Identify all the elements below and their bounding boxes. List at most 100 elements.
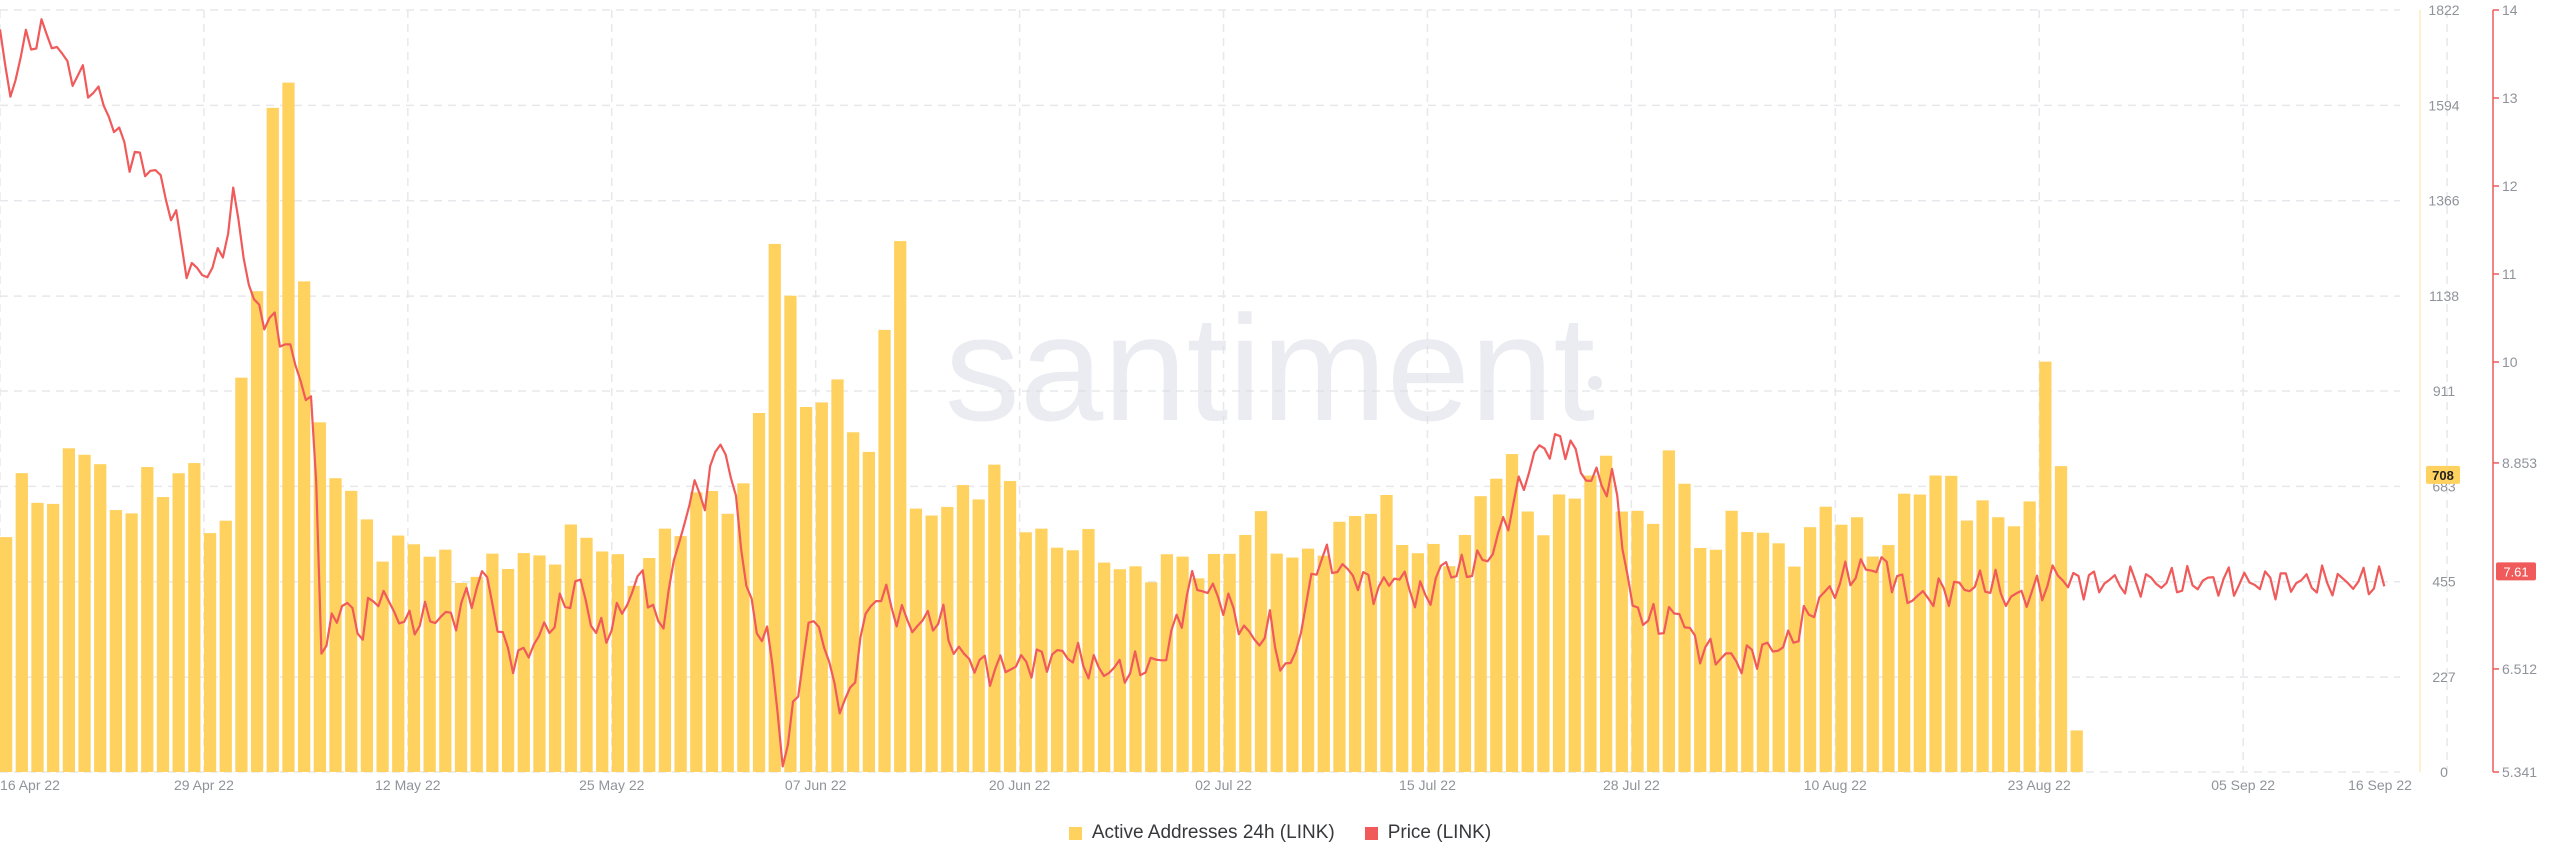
left-axis-tick: 1138 xyxy=(2429,288,2459,304)
legend-swatch-active-addresses xyxy=(1068,826,1082,840)
bar xyxy=(235,377,248,772)
bar xyxy=(894,241,907,772)
bar xyxy=(454,582,468,772)
bar xyxy=(1960,520,1974,772)
bar xyxy=(596,551,609,772)
legend-item-active-addresses[interactable]: Active Addresses 24h (LINK) xyxy=(1068,822,1335,844)
bar xyxy=(580,537,593,772)
bar xyxy=(1521,511,1534,772)
bar xyxy=(47,503,60,772)
bar xyxy=(1756,532,1770,772)
bar xyxy=(1631,510,1644,772)
x-axis-tick: 15 Jul 22 xyxy=(1399,777,1456,793)
last-value-badge-price xyxy=(2496,562,2536,581)
bar xyxy=(1050,547,1064,772)
last-value-badge-active xyxy=(2426,465,2460,484)
right-axis-tick: 8.853 xyxy=(2502,455,2537,471)
x-axis-tick: 12 May 22 xyxy=(375,777,441,793)
bar xyxy=(94,464,107,772)
bar xyxy=(1898,493,1911,772)
legend-item-price[interactable]: Price (LINK) xyxy=(1364,822,1491,844)
bar xyxy=(705,490,719,772)
x-axis-tick: 05 Sep 22 xyxy=(2211,777,2275,793)
bar xyxy=(329,478,342,772)
bar xyxy=(1113,569,1126,772)
bar xyxy=(203,533,217,772)
bar xyxy=(1129,566,1142,772)
bar xyxy=(1788,566,1801,772)
bar xyxy=(1866,556,1879,772)
watermark: santiment xyxy=(945,284,1595,452)
bar xyxy=(831,379,844,772)
bar xyxy=(1443,566,1456,772)
bar xyxy=(1945,475,1958,772)
x-axis-tick: 02 Jul 22 xyxy=(1195,777,1252,793)
x-axis-tick: 16 Sep 22 xyxy=(2348,777,2412,793)
legend: Active Addresses 24h (LINK) Price (LINK) xyxy=(0,822,2560,844)
bar xyxy=(658,528,672,772)
bar xyxy=(1615,511,1628,772)
bar xyxy=(0,537,13,772)
bar xyxy=(250,291,264,772)
last-value-active: 708 xyxy=(2432,468,2454,483)
bar xyxy=(690,492,703,772)
bar xyxy=(1176,556,1189,772)
legend-swatch-price xyxy=(1364,826,1378,840)
bar xyxy=(1992,517,2005,772)
bar xyxy=(1647,523,1660,772)
bar xyxy=(172,473,185,772)
right-axis-tick: 6.512 xyxy=(2502,661,2537,677)
bar xyxy=(407,544,421,772)
bar xyxy=(549,564,562,772)
left-axis-tick: 455 xyxy=(2432,574,2456,590)
bar xyxy=(2039,361,2052,772)
bar xyxy=(737,483,750,772)
bar xyxy=(1427,543,1440,772)
bar xyxy=(78,454,91,772)
bar xyxy=(768,243,781,772)
bar xyxy=(1380,494,1393,772)
right-axis-tick: 14 xyxy=(2502,2,2518,18)
bar xyxy=(1192,578,1205,772)
bar xyxy=(533,555,546,772)
bar xyxy=(15,473,28,772)
right-axis-tick: 11 xyxy=(2502,266,2517,282)
legend-label-active-addresses: Active Addresses 24h (LINK) xyxy=(1091,822,1335,843)
bar xyxy=(2070,730,2083,772)
bar xyxy=(1882,545,1895,772)
bar xyxy=(1349,516,1362,772)
bar xyxy=(141,467,154,772)
bar xyxy=(1913,494,1926,772)
bar xyxy=(376,561,389,772)
bar xyxy=(925,515,938,772)
bar xyxy=(1725,510,1738,772)
x-axis-tick: 16 Apr 22 xyxy=(0,777,60,793)
bar xyxy=(862,451,875,772)
bar xyxy=(1207,553,1221,772)
bar xyxy=(878,329,891,772)
price-line xyxy=(0,18,2386,768)
bar xyxy=(439,549,452,772)
left-axis-tick: 1822 xyxy=(2428,2,2459,18)
right-axis-tick: 5.341 xyxy=(2502,764,2537,780)
watermark-dot xyxy=(1588,376,1602,390)
bar xyxy=(1301,548,1315,772)
bar xyxy=(1286,557,1299,772)
bar xyxy=(470,576,483,772)
bar xyxy=(486,553,499,772)
right-axis-tick: 13 xyxy=(2502,90,2518,106)
bar xyxy=(1458,534,1472,772)
bar xyxy=(156,497,170,772)
bar xyxy=(266,107,279,772)
bar xyxy=(815,402,828,772)
bar xyxy=(282,82,295,772)
bar xyxy=(188,463,201,772)
bar xyxy=(627,585,640,772)
bar xyxy=(972,499,985,772)
bar xyxy=(1552,494,1566,772)
bar xyxy=(1772,543,1785,772)
bar xyxy=(2054,466,2068,772)
bar xyxy=(1929,475,1942,772)
bar xyxy=(1082,529,1095,772)
